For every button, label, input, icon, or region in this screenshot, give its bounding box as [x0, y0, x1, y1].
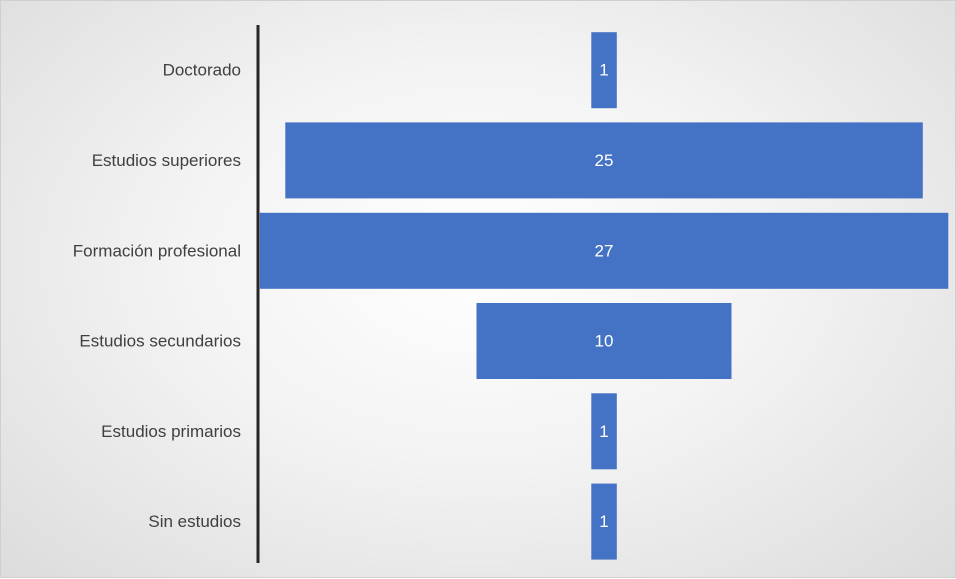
bar-3	[476, 303, 732, 379]
bars-layer: 1 25 27 10 1 1	[259, 32, 949, 560]
bar-0	[591, 32, 617, 109]
bar-value-label-2: 27	[595, 241, 614, 260]
bar-value-label-4: 1	[599, 422, 608, 441]
bar-value-label-3: 10	[595, 332, 614, 351]
category-label-3: Estudios secundarios	[79, 332, 241, 351]
bar-5	[591, 483, 617, 560]
bar-1	[285, 122, 923, 199]
category-labels: Doctorado Estudios superiores Formación pr…	[73, 61, 241, 532]
category-label-1: Estudios superiores	[92, 151, 241, 170]
bar-4	[591, 393, 617, 470]
bar-value-label-0: 1	[599, 61, 608, 80]
category-label-2: Formación profesional	[73, 241, 241, 260]
bar-value-label-1: 25	[595, 151, 614, 170]
category-label-0: Doctorado	[163, 61, 241, 80]
category-label-5: Sin estudios	[148, 512, 241, 531]
bar-value-label-5: 1	[599, 512, 608, 531]
bar-2	[259, 212, 949, 289]
category-label-4: Estudios primarios	[101, 422, 241, 441]
